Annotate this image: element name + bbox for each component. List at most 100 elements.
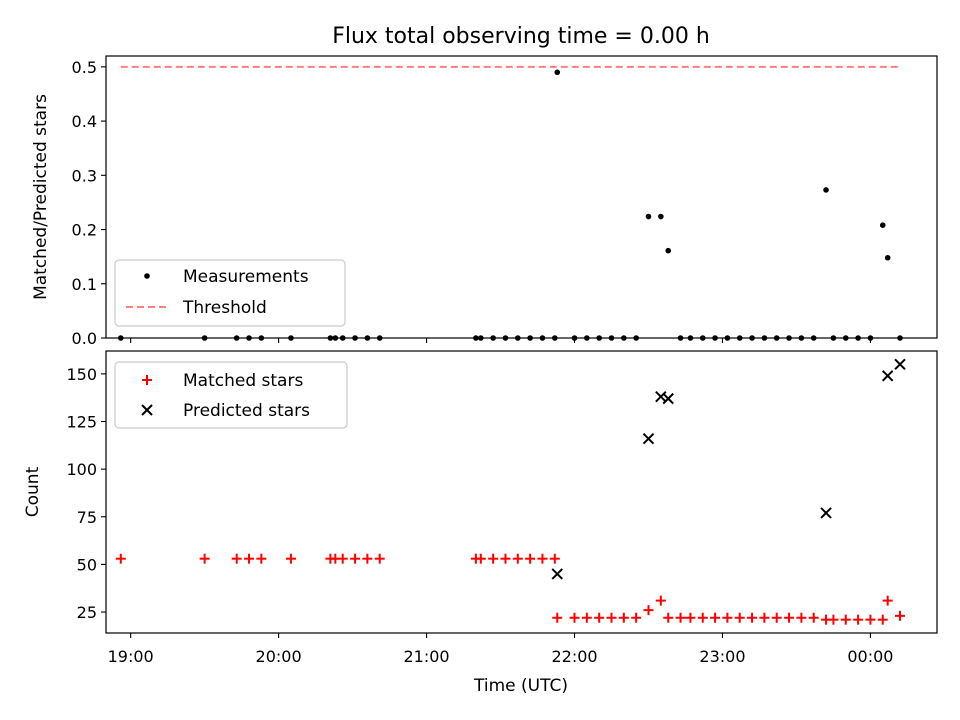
matched-star-point [581,612,592,623]
matched-star-point [115,553,126,564]
matched-star-point [784,612,795,623]
matched-star-point [796,612,807,623]
predicted-star-point [642,432,655,445]
measurement-point [823,187,829,193]
bottom-x-tick-label-2: 21:00 [404,647,450,666]
matched-star-point [655,595,666,606]
predicted-star-point [551,568,563,580]
bottom-y-axis-label: Count [23,466,43,517]
matched-star-point [759,612,770,623]
bottom-x-tick-label-1: 20:00 [256,647,302,666]
matched-star-point [710,612,721,623]
matched-star-point [362,553,373,564]
bottom-plot-marks [115,358,906,625]
bottom-y-tick-label-1: 50 [77,555,97,574]
top-y-tick-label-2: 0.2 [72,221,97,240]
matched-star-point [808,612,819,623]
matched-star-point [840,614,851,625]
legend-threshold-label: Threshold [182,298,267,318]
matched-star-point [606,612,617,623]
legend-matched-marker [142,375,152,385]
matched-star-point [552,612,563,623]
top-y-tick-label-0: 0.0 [72,329,97,348]
matched-star-point [500,553,511,564]
matched-star-point [722,612,733,623]
matched-star-point [663,612,674,623]
bottom-panel: Count Time (UTC) 25 50 75 100 125 150 19:00 20:… [23,350,938,696]
measurement-point [645,213,652,220]
matched-star-point [747,612,758,623]
matched-star-point [877,614,888,625]
matched-star-point [244,553,255,564]
top-axis-ticks: 0.0 0.1 0.2 0.3 0.4 0.5 [72,58,871,348]
top-y-axis-label: Matched/Predicted stars [31,94,51,300]
top-legend: Measurements Threshold [114,259,346,327]
matched-star-point [594,612,605,623]
legend-matched-label: Matched stars [183,371,303,391]
matched-star-point [685,612,696,623]
matched-star-point [618,612,629,623]
predicted-star-point [820,507,832,519]
matched-star-point [549,553,560,564]
bottom-x-tick-label-3: 22:00 [551,647,597,666]
matched-star-point [697,612,708,623]
measurement-point [665,247,672,254]
legend-measurements-label: Measurements [183,267,309,287]
bottom-y-tick-label-3: 100 [66,460,97,479]
matched-star-point [895,610,906,621]
bottom-x-tick-label-4: 23:00 [699,647,745,666]
predicted-star-point [881,370,894,382]
predicted-star-point [662,392,674,405]
measurement-point [658,213,664,220]
bottom-y-tick-label-0: 25 [77,603,97,622]
matched-star-point [569,612,580,623]
top-y-tick-label-5: 0.5 [72,58,97,77]
top-y-tick-label-1: 0.1 [72,275,97,294]
matched-star-point [631,612,642,623]
legend-measurements-marker [144,273,150,279]
top-y-tick-label-3: 0.3 [72,166,97,185]
legend-predicted-marker [141,404,153,416]
matched-star-point [537,553,548,564]
matched-star-point [512,553,523,564]
x-axis-label: Time (UTC) [473,676,568,696]
legend-predicted-label: Predicted stars [183,401,310,421]
matched-star-point [199,553,210,564]
bottom-y-tick-label-4: 125 [66,413,97,432]
measurement-point [554,69,561,76]
matched-star-point [525,553,536,564]
bottom-plot-frame [105,350,938,634]
chart-title: Flux total observing time = 0.00 h [332,24,710,49]
bottom-legend: Matched stars Predicted stars [114,361,348,429]
matched-star-point [675,612,686,623]
predicted-star-point [894,358,906,371]
matched-star-point [256,553,267,564]
matched-star-point [475,553,486,564]
bottom-x-tick-label-0: 19:00 [108,647,154,666]
matched-star-point [865,614,876,625]
top-legend-box [114,259,346,327]
matched-star-point [734,612,745,623]
top-panel: Matched/Predicted stars 0.00.10.20.30.40… [31,55,938,348]
matched-star-point [285,553,296,564]
matched-star-point [488,553,499,564]
matched-star-point [374,553,385,564]
matched-star-point [350,553,361,564]
bottom-y-tick-label-5: 150 [66,365,97,384]
measurement-point [884,254,891,261]
bottom-y-tick-label-2: 75 [77,508,97,527]
matched-star-point [828,614,839,625]
matched-star-point [643,605,654,616]
bottom-x-tick-label-5: 00:00 [847,647,893,666]
matched-star-point [771,612,782,623]
measurement-point [879,222,886,228]
bottom-legend-box [114,361,348,429]
matched-star-point [882,595,893,606]
top-y-tick-label-4: 0.4 [72,112,97,131]
matched-star-point [231,553,242,564]
matched-star-point [853,614,864,625]
top-plot-frame [105,55,938,339]
matched-star-point [337,553,348,564]
bottom-axis-ticks: 25 50 75 100 125 150 19:00 20:00 21:00 22:00 23:00… [66,365,893,666]
